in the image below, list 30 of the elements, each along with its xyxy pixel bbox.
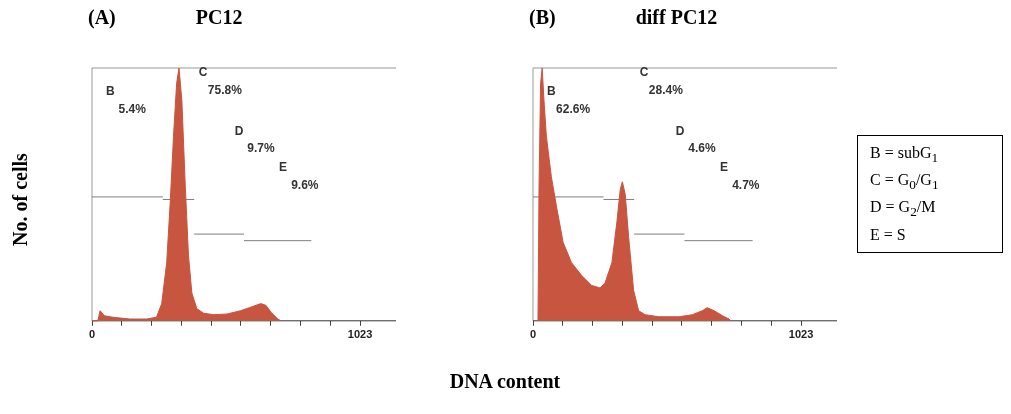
text: E = S xyxy=(870,224,907,245)
annotation: 75.8% xyxy=(207,83,243,98)
annotation: 5.4% xyxy=(118,102,147,117)
annotation: 9.6% xyxy=(291,177,319,192)
annotation: B xyxy=(105,84,115,99)
annotation: 9.7% xyxy=(247,141,276,156)
chart-title: (B) xyxy=(529,6,556,29)
annotation: 28.4% xyxy=(648,83,684,98)
x-tick-label: 1023 xyxy=(788,328,814,341)
annotation: B xyxy=(546,84,556,99)
chart-title: (A) xyxy=(88,6,116,29)
annotation: D xyxy=(675,123,685,138)
annotation: E xyxy=(719,160,728,175)
text: C = G$_{0}$/G$_{1}$ xyxy=(870,170,940,195)
annotation: 62.6% xyxy=(556,102,591,117)
x-axis-title: DNA content xyxy=(449,370,561,393)
x-tick-label: 1023 xyxy=(347,328,373,341)
x-tick-label: 0 xyxy=(88,328,96,341)
chart-subtitle: PC12 xyxy=(195,6,243,29)
x-tick-label: 0 xyxy=(529,328,537,341)
annotation: 4.7% xyxy=(732,177,760,192)
annotation: E xyxy=(278,160,287,175)
annotation: C xyxy=(639,65,649,80)
text: B = subG$_{1}$ xyxy=(870,143,940,168)
text: D = G$_{2}$/M xyxy=(870,197,937,222)
annotation: 4.6% xyxy=(688,141,717,156)
annotation: D xyxy=(234,123,244,138)
annotation: C xyxy=(198,65,208,80)
chart-subtitle: diff PC12 xyxy=(635,6,718,29)
y-axis-title: No. of cells xyxy=(8,152,32,248)
